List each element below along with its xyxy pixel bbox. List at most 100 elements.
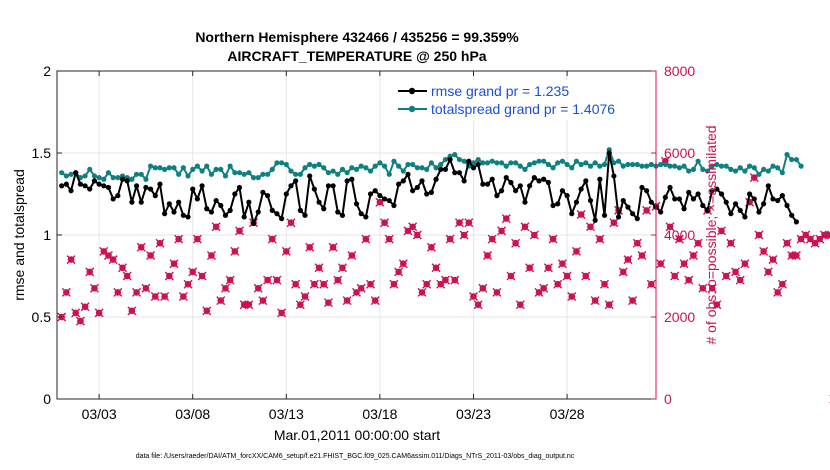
right-axis: 0 2000 4000 6000 8000 xyxy=(651,63,695,407)
totalspread-point xyxy=(339,166,346,172)
rmse-point xyxy=(208,209,215,215)
rmse-point xyxy=(714,186,720,192)
obs-point xyxy=(679,259,689,269)
obs-point-cross-b xyxy=(253,283,263,293)
obs-point xyxy=(520,222,530,232)
obs-point-cross-b xyxy=(417,287,427,297)
obs-point xyxy=(89,283,99,293)
totalspread-point xyxy=(770,163,776,169)
rmse-point xyxy=(667,184,673,191)
obs-point xyxy=(178,292,188,301)
left-tick-label: 1.5 xyxy=(32,145,52,161)
rmse-point xyxy=(166,201,172,207)
rmse-point xyxy=(522,199,528,205)
obs-point-cross-b xyxy=(122,271,132,281)
obs-point-cross-b xyxy=(328,242,338,252)
obs-point xyxy=(192,234,202,244)
obs-point xyxy=(445,234,455,244)
obs-point-cross-b xyxy=(178,292,188,301)
totalspread-point xyxy=(559,158,566,164)
totalspread-point xyxy=(316,161,322,168)
rmse-point xyxy=(311,186,317,192)
obs-point xyxy=(75,316,85,326)
rmse-point xyxy=(559,188,566,194)
obs-point xyxy=(567,292,577,301)
obs-point xyxy=(628,296,638,306)
obs-point-cross-b xyxy=(632,238,642,248)
rmse-point xyxy=(494,193,500,199)
rmse-point xyxy=(419,178,425,184)
right-tick-label: 6000 xyxy=(664,145,695,161)
rmse-point xyxy=(363,214,369,220)
legend-rmse-marker xyxy=(408,87,416,95)
obs-point xyxy=(773,287,783,297)
rmse-point xyxy=(676,196,682,202)
rmse-point xyxy=(615,214,622,220)
obs-point-cross-b xyxy=(183,279,193,289)
obs-point-cross-b xyxy=(220,283,230,293)
obs-point-cross-b xyxy=(529,230,539,240)
obs-point-cross-b xyxy=(576,210,586,219)
totalspread-point xyxy=(344,170,350,176)
totalspread-point xyxy=(204,163,210,169)
obs-point xyxy=(136,242,146,252)
totalspread-point xyxy=(475,156,481,163)
obs-point-cross-b xyxy=(590,296,600,306)
obs-point xyxy=(281,246,291,256)
right-tick-label: 2000 xyxy=(664,309,695,325)
rmse-point xyxy=(718,191,725,197)
rmse-point xyxy=(414,184,420,191)
obs-point-cross-b xyxy=(361,234,371,244)
legend-rmse-label: rmse grand pr = 1.235 xyxy=(431,83,569,99)
obs-point-cross-b xyxy=(805,234,815,244)
rmse-point xyxy=(68,188,74,194)
legend: rmse grand pr = 1.235 totalspread grand … xyxy=(394,80,652,120)
obs-point xyxy=(398,259,408,269)
obs-point xyxy=(646,279,656,289)
obs-possible-markers xyxy=(57,156,830,404)
totalspread-point xyxy=(232,170,238,176)
obs-point xyxy=(501,214,511,224)
rmse-point xyxy=(625,204,631,210)
rmse-point xyxy=(639,184,645,191)
obs-point xyxy=(253,283,263,293)
obs-point xyxy=(754,230,764,240)
rmse-point xyxy=(279,216,285,222)
rmse-point xyxy=(517,183,523,189)
obs-point xyxy=(674,234,684,244)
obs-point-cross-b xyxy=(286,218,296,228)
rmse-point xyxy=(241,214,247,220)
obs-point-cross-b xyxy=(609,218,619,228)
obs-point-cross-b xyxy=(333,275,343,285)
obs-point xyxy=(160,292,170,301)
totalspread-point xyxy=(101,176,107,182)
obs-point-cross-b xyxy=(309,279,319,289)
line-series xyxy=(59,147,804,227)
totalspread-point xyxy=(396,163,402,169)
totalspread-point xyxy=(732,168,739,174)
totalspread-point xyxy=(527,161,533,168)
rmse-point xyxy=(484,181,491,187)
obs-point xyxy=(450,275,460,285)
rmse-point xyxy=(503,175,509,181)
rmse-point xyxy=(147,186,154,192)
obs-point-cross-b xyxy=(515,300,525,310)
obs-point xyxy=(590,296,600,306)
obs-point xyxy=(548,234,558,244)
obs-point xyxy=(487,234,497,244)
totalspread-point xyxy=(620,163,626,169)
obs-point-cross-b xyxy=(473,300,483,310)
obs-point-cross-b xyxy=(108,255,118,265)
obs-point-cross-b xyxy=(628,296,638,306)
obs-point-cross-b xyxy=(300,292,310,301)
totalspread-point xyxy=(667,163,673,169)
rmse-point xyxy=(583,178,589,184)
obs-point xyxy=(323,298,333,308)
totalspread-point xyxy=(180,165,186,171)
obs-point-cross-b xyxy=(272,275,282,285)
rmse-point xyxy=(105,184,112,191)
rmse-point xyxy=(227,207,233,213)
rmse-point xyxy=(246,199,252,205)
rmse-point xyxy=(213,197,219,204)
rmse-point xyxy=(218,202,224,209)
